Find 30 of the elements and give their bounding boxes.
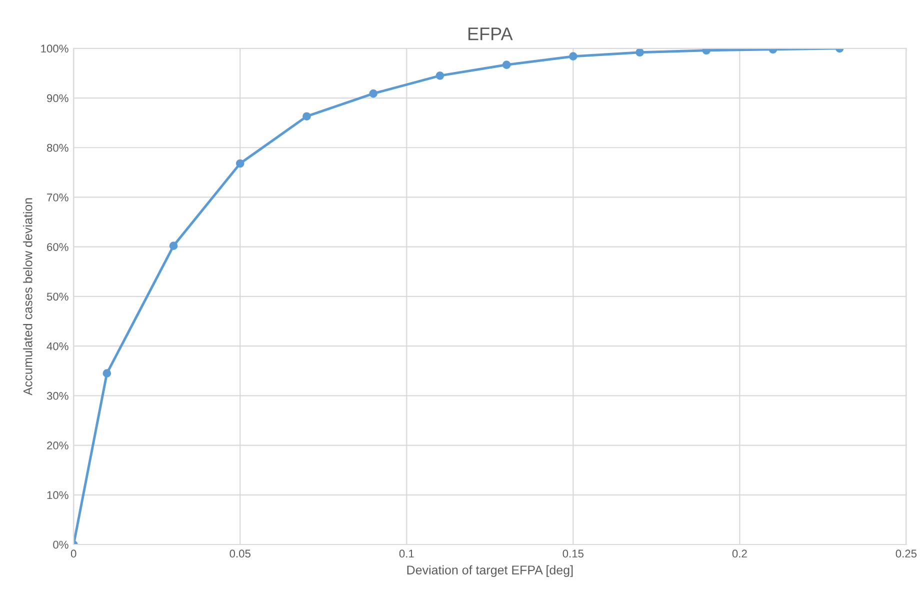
point [102, 369, 112, 378]
point [369, 89, 378, 98]
y-tick-label: 10% [47, 491, 68, 500]
y-tick-label: 80% [46, 144, 68, 152]
y-axis-title: Accumulated cases below deviation [23, 198, 32, 396]
y-tick-label: 70% [47, 193, 68, 202]
point [636, 48, 644, 57]
point [436, 72, 444, 80]
point [568, 52, 578, 61]
point [236, 159, 244, 168]
y-tick-label: 20% [47, 442, 68, 450]
y-tick-label: 50% [46, 292, 68, 301]
x-tick-label: 0.1 [399, 550, 414, 558]
y-tick-label: 60% [47, 243, 68, 251]
x-tick-label: 0.05 [230, 550, 250, 558]
y-tick-label: 100% [41, 44, 68, 53]
y-tick-label: 40% [46, 342, 68, 350]
y-tick-label: 30% [46, 392, 68, 400]
x-tick-label: 0.2 [732, 550, 747, 558]
x-tick-label: 0 [70, 550, 76, 558]
x-tick-label: 0.15 [562, 550, 584, 558]
point [302, 112, 311, 121]
point [702, 48, 711, 55]
x-tick-label: 0.25 [896, 550, 917, 558]
chart-title: EFPA [468, 28, 513, 40]
y-tick-label: 0% [53, 540, 68, 549]
y-tick-label: 90% [47, 94, 68, 102]
x-axis-title: Deviation of target EFPA [deg] [407, 565, 573, 577]
point [169, 242, 178, 250]
point [502, 60, 511, 69]
